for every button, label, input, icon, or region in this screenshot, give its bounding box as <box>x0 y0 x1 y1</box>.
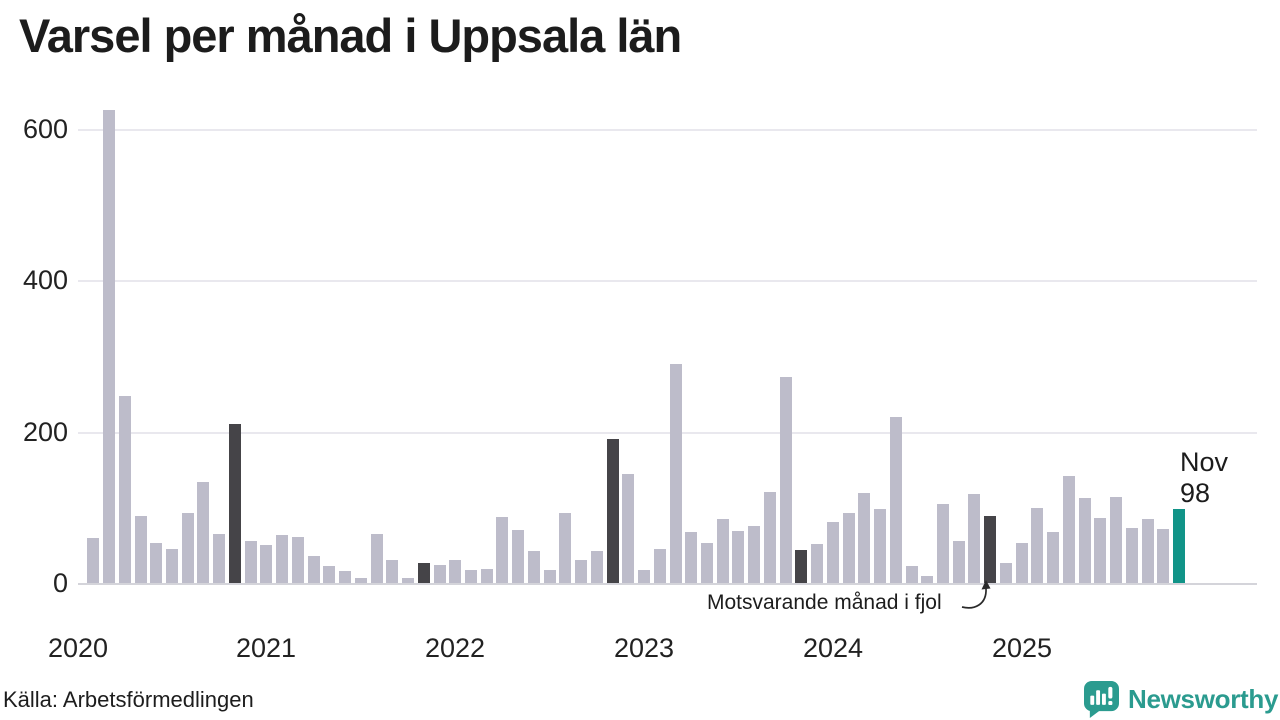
bar-2021-08 <box>371 534 383 583</box>
latest-bar-value-label: Nov 98 <box>1180 447 1228 509</box>
bar-2023-05 <box>701 543 713 583</box>
bar-2024-10 <box>968 494 980 583</box>
bar-2024-11-nov_prev <box>984 516 996 583</box>
newsworthy-logo: Newsworthy <box>1084 681 1278 718</box>
x-axis-tick-2020: 2020 <box>47 633 109 663</box>
bar-2022-08 <box>559 513 571 583</box>
bar-2025-11-current <box>1173 509 1185 583</box>
bar-2024-02 <box>843 513 855 583</box>
bar-2021-06 <box>339 571 351 583</box>
bar-2025-09 <box>1142 519 1154 583</box>
y-axis-tick-400: 400 <box>22 265 68 295</box>
bar-2024-01 <box>827 522 839 583</box>
bar-2022-07 <box>544 570 556 583</box>
newsworthy-logo-text: Newsworthy <box>1128 684 1279 714</box>
y-axis-tick-0: 0 <box>52 568 68 598</box>
bar-2025-10 <box>1157 529 1169 583</box>
bar-2024-12 <box>1000 563 1012 583</box>
gridline-400 <box>78 280 1257 282</box>
bar-2024-09 <box>953 541 965 583</box>
bar-2025-06 <box>1094 518 1106 583</box>
bar-2022-12 <box>622 474 634 583</box>
bar-2023-03 <box>670 364 682 583</box>
bar-2021-10 <box>402 578 414 583</box>
bar-2025-05 <box>1079 498 1091 583</box>
bar-2023-09 <box>764 492 776 583</box>
x-axis-tick-2023: 2023 <box>613 633 675 663</box>
bar-2020-09 <box>197 482 209 583</box>
bar-2022-06 <box>528 551 540 583</box>
bar-2020-02 <box>87 538 99 583</box>
x-axis-tick-2022: 2022 <box>424 633 486 663</box>
newsworthy-logo-icon <box>1084 681 1119 718</box>
bar-2022-11-nov_prev <box>607 439 619 583</box>
page-title: Varsel per månad i Uppsala län <box>19 9 682 62</box>
bar-2021-03 <box>292 537 304 583</box>
annotation-label: Motsvarande månad i fjol <box>707 591 942 614</box>
bar-2023-12 <box>811 544 823 583</box>
bar-2025-04 <box>1063 476 1075 583</box>
bar-2020-05 <box>135 516 147 583</box>
x-axis-tick-2021: 2021 <box>235 633 297 663</box>
gridline-200 <box>78 432 1257 434</box>
bar-2025-02 <box>1031 508 1043 583</box>
bar-2022-05 <box>512 530 524 583</box>
bar-2021-02 <box>276 535 288 583</box>
bar-2022-02 <box>465 570 477 583</box>
bar-2020-07 <box>166 549 178 583</box>
bar-2020-11-nov_prev <box>229 424 241 583</box>
x-axis-tick-2024: 2024 <box>802 633 864 663</box>
bar-2020-06 <box>150 543 162 583</box>
bar-2021-12 <box>434 565 446 583</box>
bar-2020-12 <box>245 541 257 583</box>
bar-2022-03 <box>481 569 493 583</box>
bar-2023-01 <box>638 570 650 583</box>
bar-2025-07 <box>1110 497 1122 583</box>
bar-2023-02 <box>654 549 666 583</box>
bar-2023-08 <box>748 526 760 583</box>
bar-2024-03 <box>858 493 870 583</box>
source-caption: Källa: Arbetsförmedlingen <box>3 687 254 712</box>
bar-2020-04 <box>119 396 131 583</box>
bar-2021-01 <box>260 545 272 583</box>
bar-2025-01 <box>1016 543 1028 583</box>
annotation-arrow-icon <box>961 580 991 609</box>
bar-2024-07 <box>921 576 933 583</box>
bar-2021-07 <box>355 578 367 583</box>
bar-2024-04 <box>874 509 886 583</box>
bar-2023-06 <box>717 519 729 583</box>
bar-2022-10 <box>591 551 603 583</box>
x-axis-tick-2025: 2025 <box>991 633 1053 663</box>
bar-2023-04 <box>685 532 697 583</box>
bar-2025-03 <box>1047 532 1059 583</box>
bar-2021-11-nov_prev <box>418 563 430 583</box>
bar-2022-04 <box>496 517 508 583</box>
bar-2024-05 <box>890 417 902 583</box>
y-axis-tick-200: 200 <box>22 417 68 447</box>
y-axis-tick-600: 600 <box>22 114 68 144</box>
bar-2022-09 <box>575 560 587 583</box>
latest-bar-month: Nov <box>1180 447 1229 477</box>
bar-2020-10 <box>213 534 225 583</box>
bar-2020-03 <box>103 110 115 583</box>
bar-2020-08 <box>182 513 194 583</box>
bar-2023-07 <box>732 531 744 583</box>
bar-2024-08 <box>937 504 949 583</box>
latest-bar-value: 98 <box>1180 478 1211 508</box>
bar-2021-09 <box>386 560 398 583</box>
gridline-600 <box>78 129 1257 131</box>
bar-2022-01 <box>449 560 461 583</box>
bar-2021-04 <box>308 556 320 583</box>
x-axis-line <box>78 583 1257 585</box>
bar-2021-05 <box>323 566 335 583</box>
bar-2023-10 <box>780 377 792 583</box>
bar-2023-11-nov_prev <box>795 550 807 583</box>
bar-2025-08 <box>1126 528 1138 583</box>
bar-2024-06 <box>906 566 918 583</box>
